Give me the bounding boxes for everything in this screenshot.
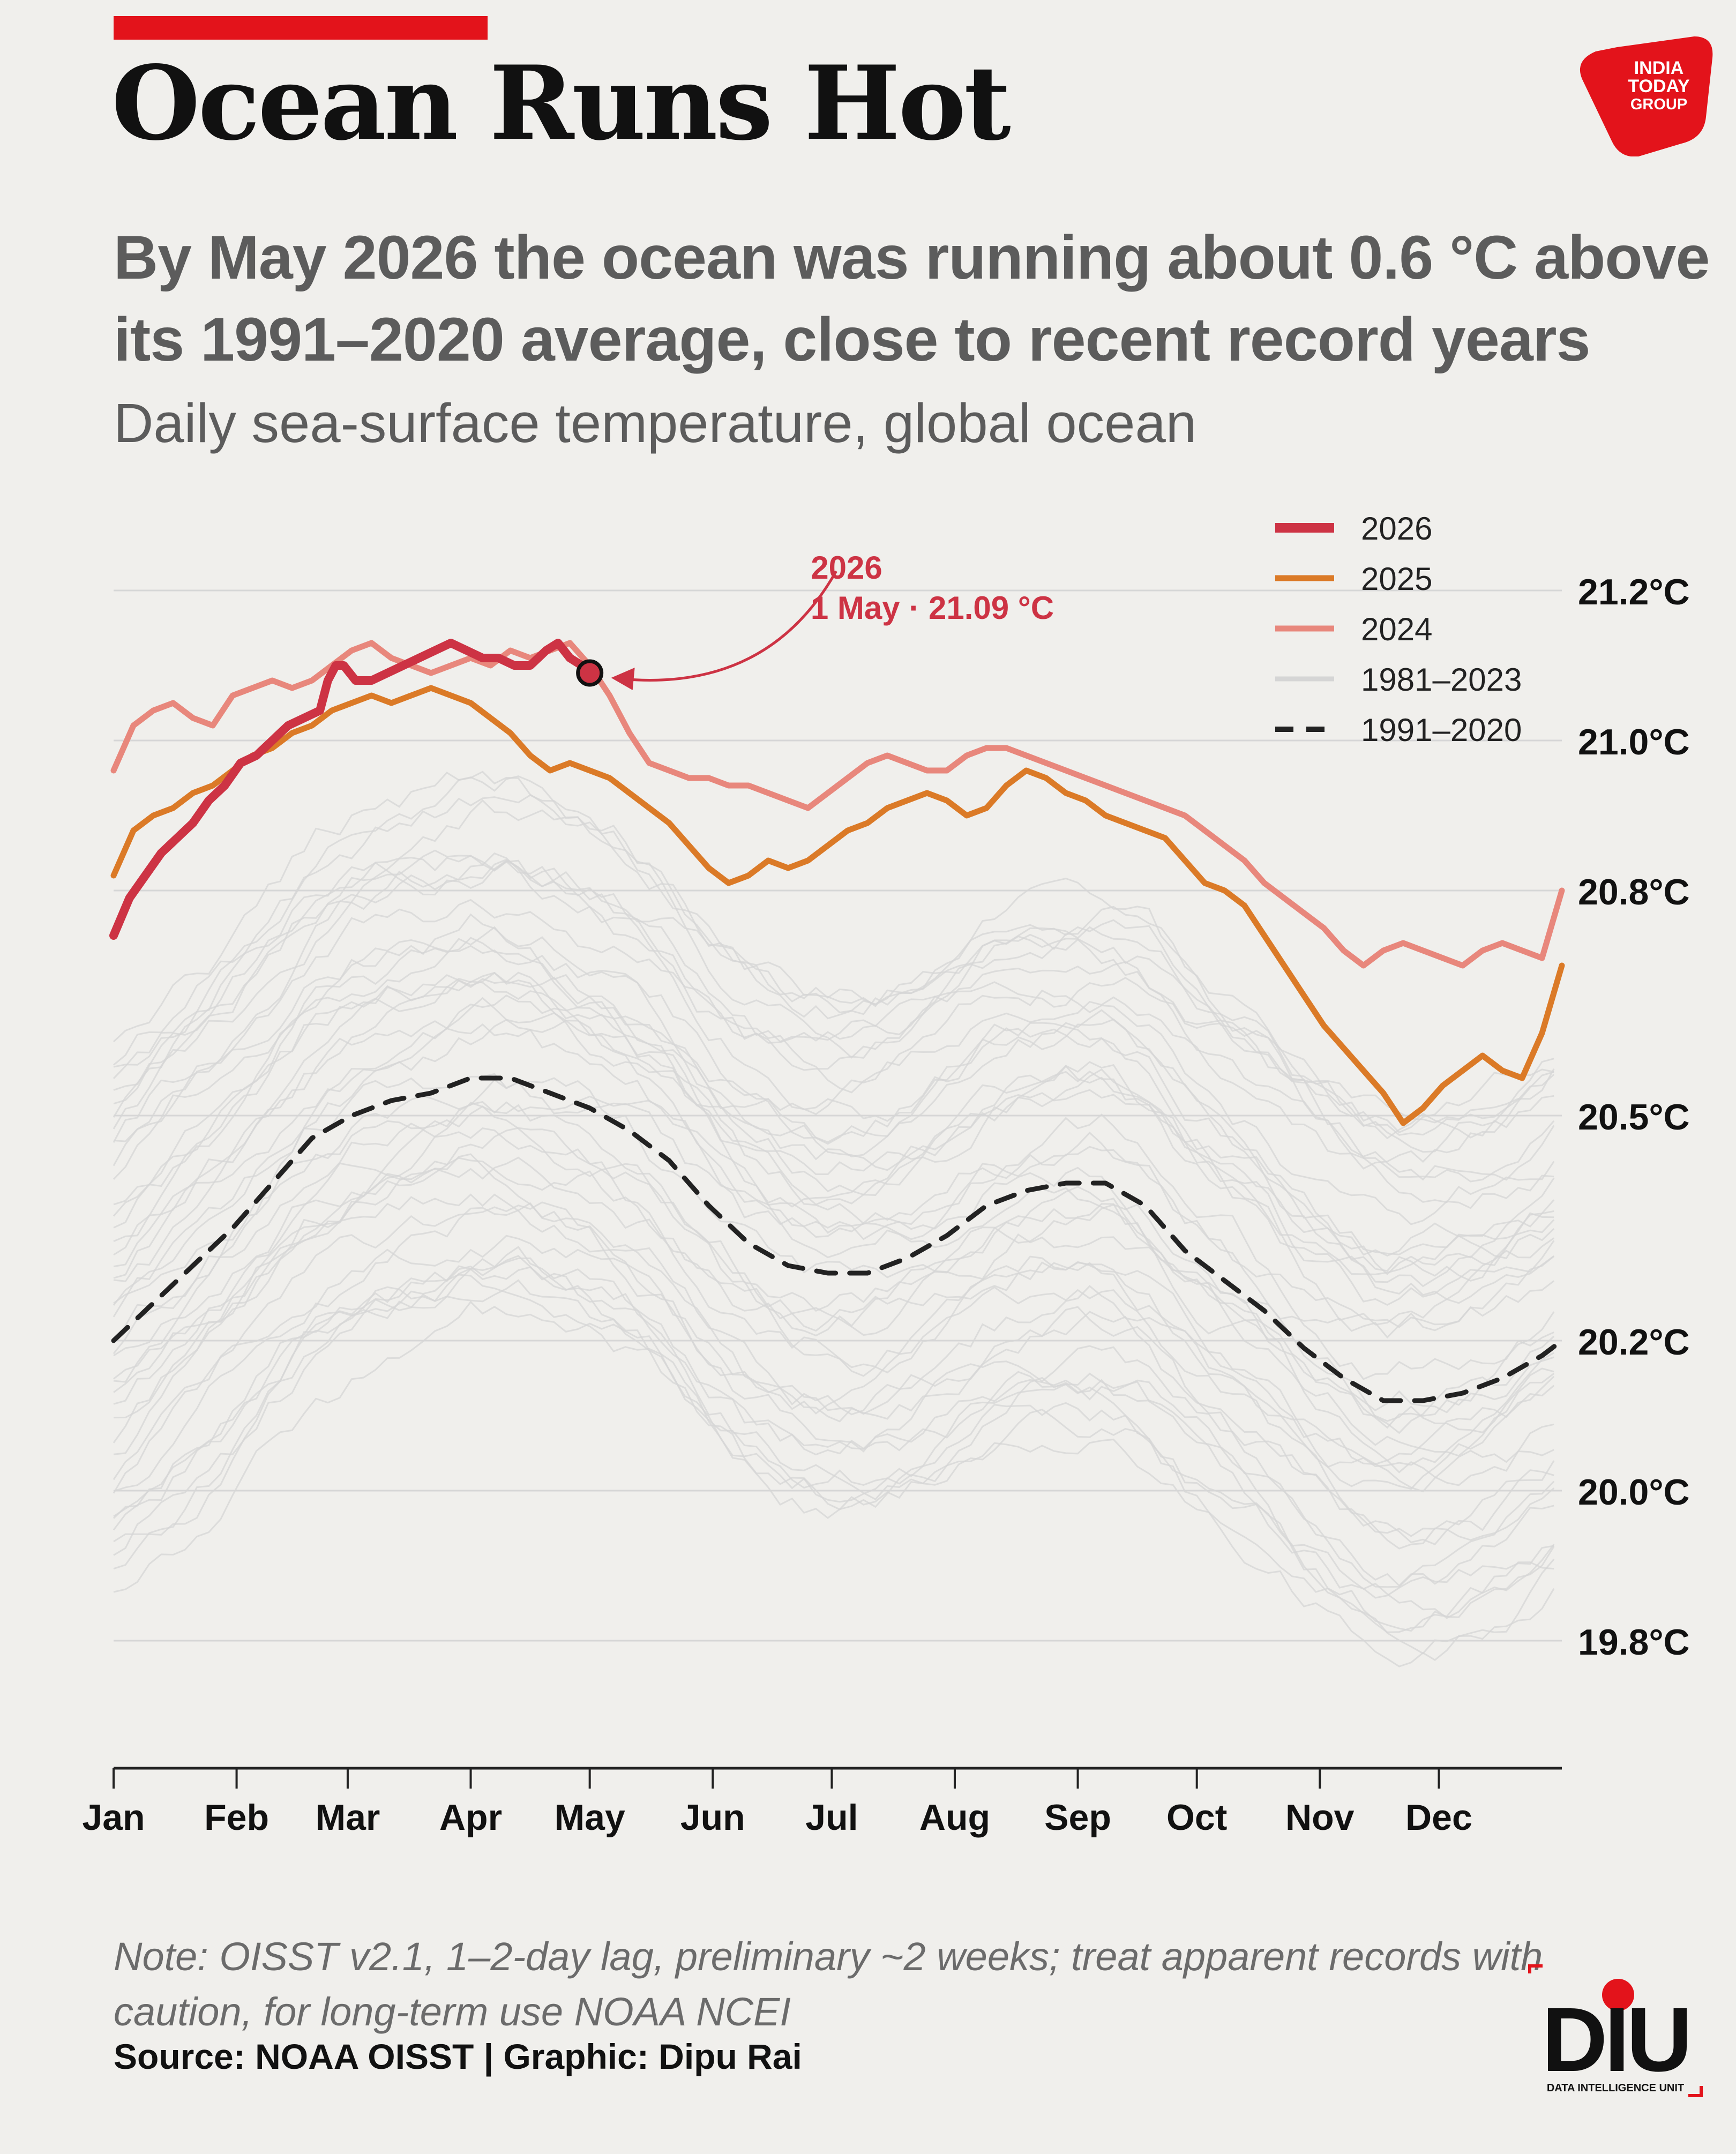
series-line-2026 bbox=[109, 639, 594, 940]
y-tick-label: 20.0°C bbox=[1578, 1472, 1690, 1513]
legend-label: 1991–2020 bbox=[1361, 712, 1522, 748]
chart-caption: Daily sea-surface temperature, global oc… bbox=[114, 392, 1197, 454]
x-tick-label: Nov bbox=[1285, 1797, 1355, 1838]
history-line bbox=[113, 971, 1555, 1339]
history-line bbox=[113, 794, 1554, 1153]
legend-label: 2024 bbox=[1361, 611, 1432, 647]
svg-text:TODAY: TODAY bbox=[1628, 76, 1690, 96]
history-line bbox=[113, 997, 1555, 1328]
history-line bbox=[113, 852, 1555, 1181]
history-line bbox=[113, 1300, 1555, 1667]
history-line bbox=[113, 1246, 1554, 1587]
history-line bbox=[113, 1156, 1554, 1468]
history-line bbox=[113, 858, 1555, 1203]
x-tick-label: Oct bbox=[1166, 1797, 1227, 1838]
chart-subtitle: By May 2026 the ocean was running about … bbox=[114, 223, 1710, 374]
history-line bbox=[113, 855, 1555, 1183]
x-tick-label: Sep bbox=[1044, 1797, 1111, 1838]
svg-text:GROUP: GROUP bbox=[1630, 96, 1687, 113]
series-line-2024 bbox=[110, 640, 1565, 969]
history-line bbox=[113, 1235, 1555, 1588]
history-line bbox=[113, 1127, 1554, 1486]
diu-logo: DIU DATA INTELLIGENCE UNIT bbox=[1528, 1964, 1703, 2097]
legend-label: 2025 bbox=[1361, 561, 1432, 597]
series-line-1991–2020 bbox=[111, 1075, 1565, 1403]
x-tick-label: Mar bbox=[315, 1797, 380, 1838]
history-line bbox=[113, 981, 1555, 1275]
history-line bbox=[113, 775, 1555, 1124]
history-line bbox=[113, 994, 1555, 1304]
y-tick-label: 21.2°C bbox=[1578, 572, 1690, 612]
history-line bbox=[113, 799, 1554, 1134]
svg-text:DIU: DIU bbox=[1542, 1989, 1689, 2091]
y-tick-label: 19.8°C bbox=[1578, 1622, 1690, 1663]
history-line bbox=[113, 1019, 1555, 1457]
history-line bbox=[113, 1095, 1554, 1429]
legend-label: 1981–2023 bbox=[1361, 662, 1522, 698]
history-line bbox=[113, 849, 1554, 1170]
source-credit: Source: NOAA OISST | Graphic: Dipu Rai bbox=[114, 2037, 802, 2076]
annotation-point bbox=[576, 659, 604, 687]
history-line bbox=[113, 939, 1555, 1257]
x-tick-label: Jul bbox=[805, 1797, 858, 1838]
x-tick-label: Feb bbox=[204, 1797, 269, 1838]
footnote: Note: OISST v2.1, 1–2-day lag, prelimina… bbox=[114, 1934, 1543, 2034]
x-tick-label: Dec bbox=[1405, 1797, 1472, 1838]
history-line bbox=[113, 1127, 1555, 1490]
history-line bbox=[113, 1279, 1555, 1632]
history-line bbox=[113, 1019, 1555, 1326]
y-tick-label: 20.5°C bbox=[1578, 1097, 1690, 1138]
history-line bbox=[113, 1102, 1555, 1434]
history-line bbox=[113, 1201, 1555, 1537]
history-line bbox=[113, 1193, 1555, 1550]
series-line-2025 bbox=[110, 685, 1565, 1126]
annotation-label: 1 May · 21.09 °C bbox=[811, 590, 1054, 626]
annotation-arrow bbox=[616, 570, 837, 682]
india-today-logo: INDIA TODAY GROUP bbox=[1580, 36, 1713, 156]
x-tick-label: Aug bbox=[919, 1797, 990, 1838]
history-line bbox=[113, 1255, 1554, 1619]
y-tick-label: 20.8°C bbox=[1578, 872, 1690, 913]
history-line bbox=[113, 971, 1554, 1288]
svg-text:INDIA: INDIA bbox=[1634, 58, 1684, 78]
svg-text:DATA INTELLIGENCE UNIT: DATA INTELLIGENCE UNIT bbox=[1547, 2082, 1684, 2094]
accent-bar bbox=[114, 16, 488, 40]
history-line bbox=[113, 771, 1555, 1136]
annotation-arrowhead bbox=[611, 668, 635, 690]
x-tick-label: Jan bbox=[82, 1797, 145, 1838]
annotation-title: 2026 bbox=[811, 550, 882, 586]
history-lines-1981-2023 bbox=[113, 771, 1555, 1667]
x-tick-label: Apr bbox=[439, 1797, 502, 1838]
history-line bbox=[113, 1079, 1554, 1380]
history-line bbox=[113, 899, 1554, 1225]
history-line bbox=[113, 1257, 1555, 1655]
y-tick-label: 20.2°C bbox=[1578, 1322, 1690, 1363]
history-line bbox=[113, 1274, 1555, 1633]
y-tick-label: 21.0°C bbox=[1578, 722, 1690, 762]
history-line bbox=[113, 1157, 1555, 1462]
history-line bbox=[113, 976, 1555, 1306]
x-tick-label: Jun bbox=[680, 1797, 745, 1838]
chart-title: Ocean Runs Hot bbox=[111, 43, 1011, 163]
history-line bbox=[113, 913, 1554, 1282]
x-tick-label: May bbox=[555, 1797, 625, 1838]
legend-label: 2026 bbox=[1361, 511, 1432, 547]
